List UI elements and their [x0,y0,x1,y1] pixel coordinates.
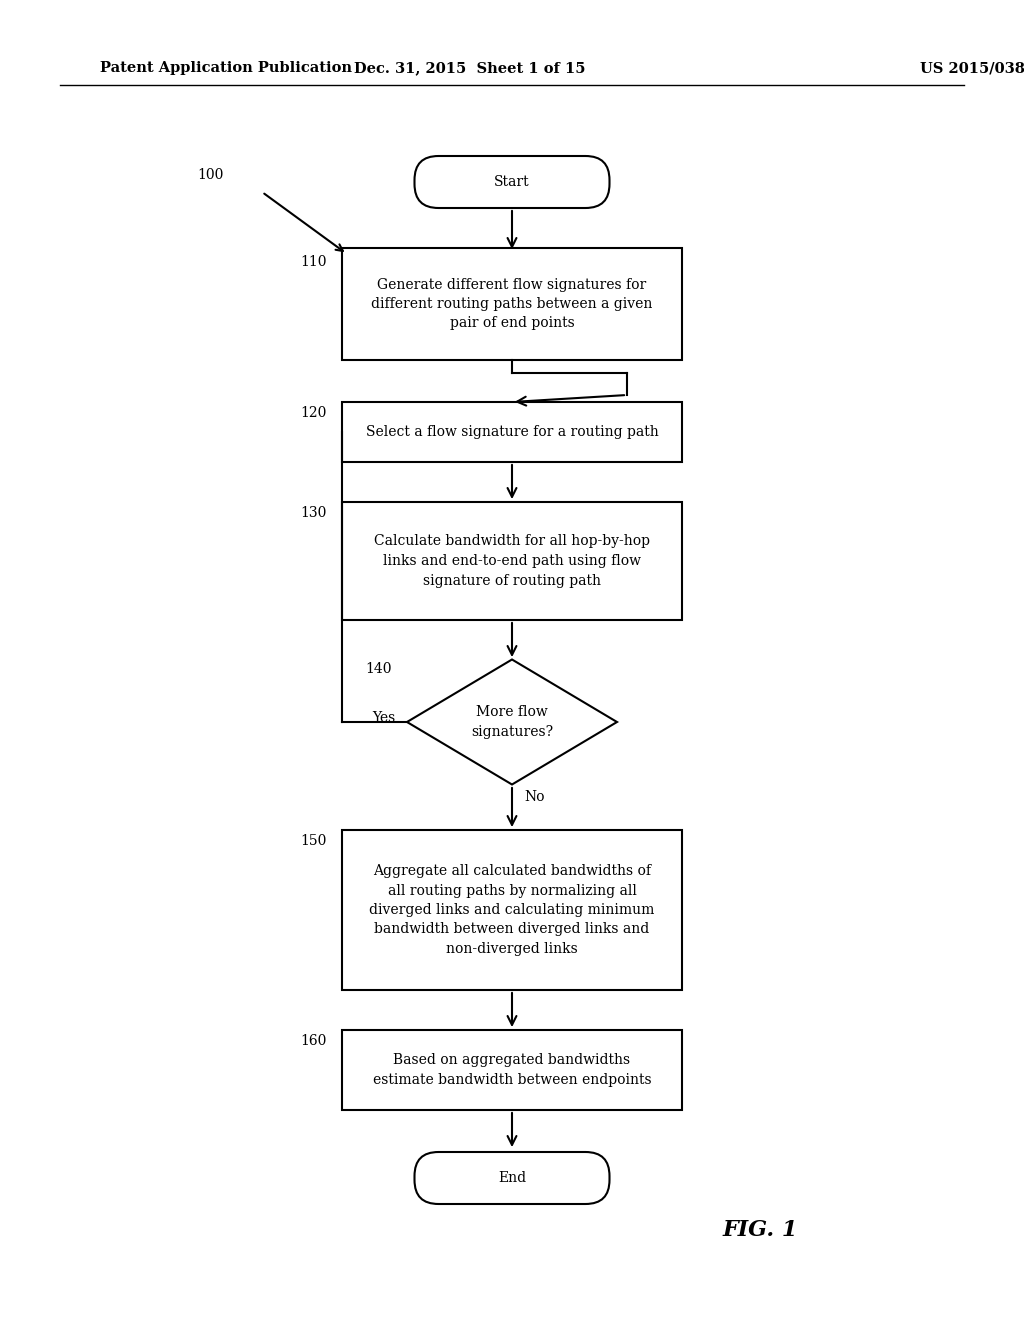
Text: No: No [524,789,545,804]
Text: Patent Application Publication: Patent Application Publication [100,61,352,75]
Bar [342,248,682,360]
Text: US 2015/0381457 A1: US 2015/0381457 A1 [920,61,1024,75]
Text: Start: Start [495,176,529,189]
FancyBboxPatch shape [415,1152,609,1204]
Text: 130: 130 [300,506,327,520]
Text: 150: 150 [300,834,327,847]
Bar [342,502,682,620]
Text: More flow
signatures?: More flow signatures? [471,705,553,739]
FancyBboxPatch shape [415,156,609,209]
Text: Dec. 31, 2015  Sheet 1 of 15: Dec. 31, 2015 Sheet 1 of 15 [354,61,586,75]
Text: 140: 140 [365,663,391,676]
Text: 110: 110 [300,255,327,269]
Text: Based on aggregated bandwidths
estimate bandwidth between endpoints: Based on aggregated bandwidths estimate … [373,1053,651,1086]
Text: Generate different flow signatures for
different routing paths between a given
p: Generate different flow signatures for d… [372,277,652,330]
Text: 160: 160 [300,1034,327,1048]
Text: 100: 100 [197,168,223,182]
Text: FIG. 1: FIG. 1 [722,1218,798,1241]
Bar [342,403,682,462]
Text: Yes: Yes [372,711,395,725]
Text: 120: 120 [300,407,327,420]
Text: Calculate bandwidth for all hop-by-hop
links and end-to-end path using flow
sign: Calculate bandwidth for all hop-by-hop l… [374,535,650,587]
Bar [342,830,682,990]
Text: End: End [498,1171,526,1185]
Polygon shape [407,660,617,784]
Text: Aggregate all calculated bandwidths of
all routing paths by normalizing all
dive: Aggregate all calculated bandwidths of a… [370,865,654,956]
Text: Select a flow signature for a routing path: Select a flow signature for a routing pa… [366,425,658,440]
Bar [342,1030,682,1110]
